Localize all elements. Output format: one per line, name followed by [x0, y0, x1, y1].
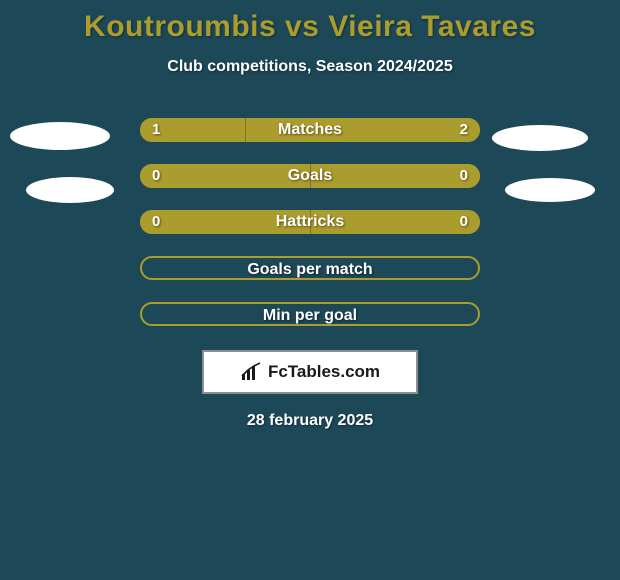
metric-row: Min per goal [0, 302, 620, 326]
metric-row: Goals per match [0, 256, 620, 280]
page-title: Koutroumbis vs Vieira Tavares [0, 0, 620, 44]
metric-value-right: 0 [460, 210, 468, 234]
metric-bar: Matches1 2 [140, 118, 480, 142]
source-logo-text: FcTables.com [268, 362, 380, 382]
metric-row: Hattricks0 0 [0, 210, 620, 234]
metric-bar: Min per goal [140, 302, 480, 326]
metric-value-right: 2 [460, 118, 468, 142]
bar-chart-icon [240, 362, 262, 382]
metric-value-left: 0 [152, 210, 160, 234]
metric-rows: Matches12Goals00Hattricks00Goals per mat… [0, 118, 620, 326]
metric-label: Matches [140, 118, 480, 142]
comparison-infographic: Koutroumbis vs Vieira Tavares Club compe… [0, 0, 620, 580]
metric-label: Goals [140, 164, 480, 188]
page-subtitle: Club competitions, Season 2024/2025 [0, 58, 620, 76]
metric-value-right: 0 [460, 164, 468, 188]
metric-row: Goals0 0 [0, 164, 620, 188]
snapshot-date: 28 february 2025 [0, 412, 620, 430]
metric-row: Matches1 2 [0, 118, 620, 142]
metric-label: Min per goal [142, 304, 478, 326]
metric-label: Goals per match [142, 258, 478, 280]
metric-label: Hattricks [140, 210, 480, 234]
metric-bar: Goals per match [140, 256, 480, 280]
metric-bar: Goals0 0 [140, 164, 480, 188]
metric-bar: Hattricks0 0 [140, 210, 480, 234]
source-logo: FcTables.com [202, 350, 418, 394]
metric-value-left: 1 [152, 118, 160, 142]
metric-value-left: 0 [152, 164, 160, 188]
